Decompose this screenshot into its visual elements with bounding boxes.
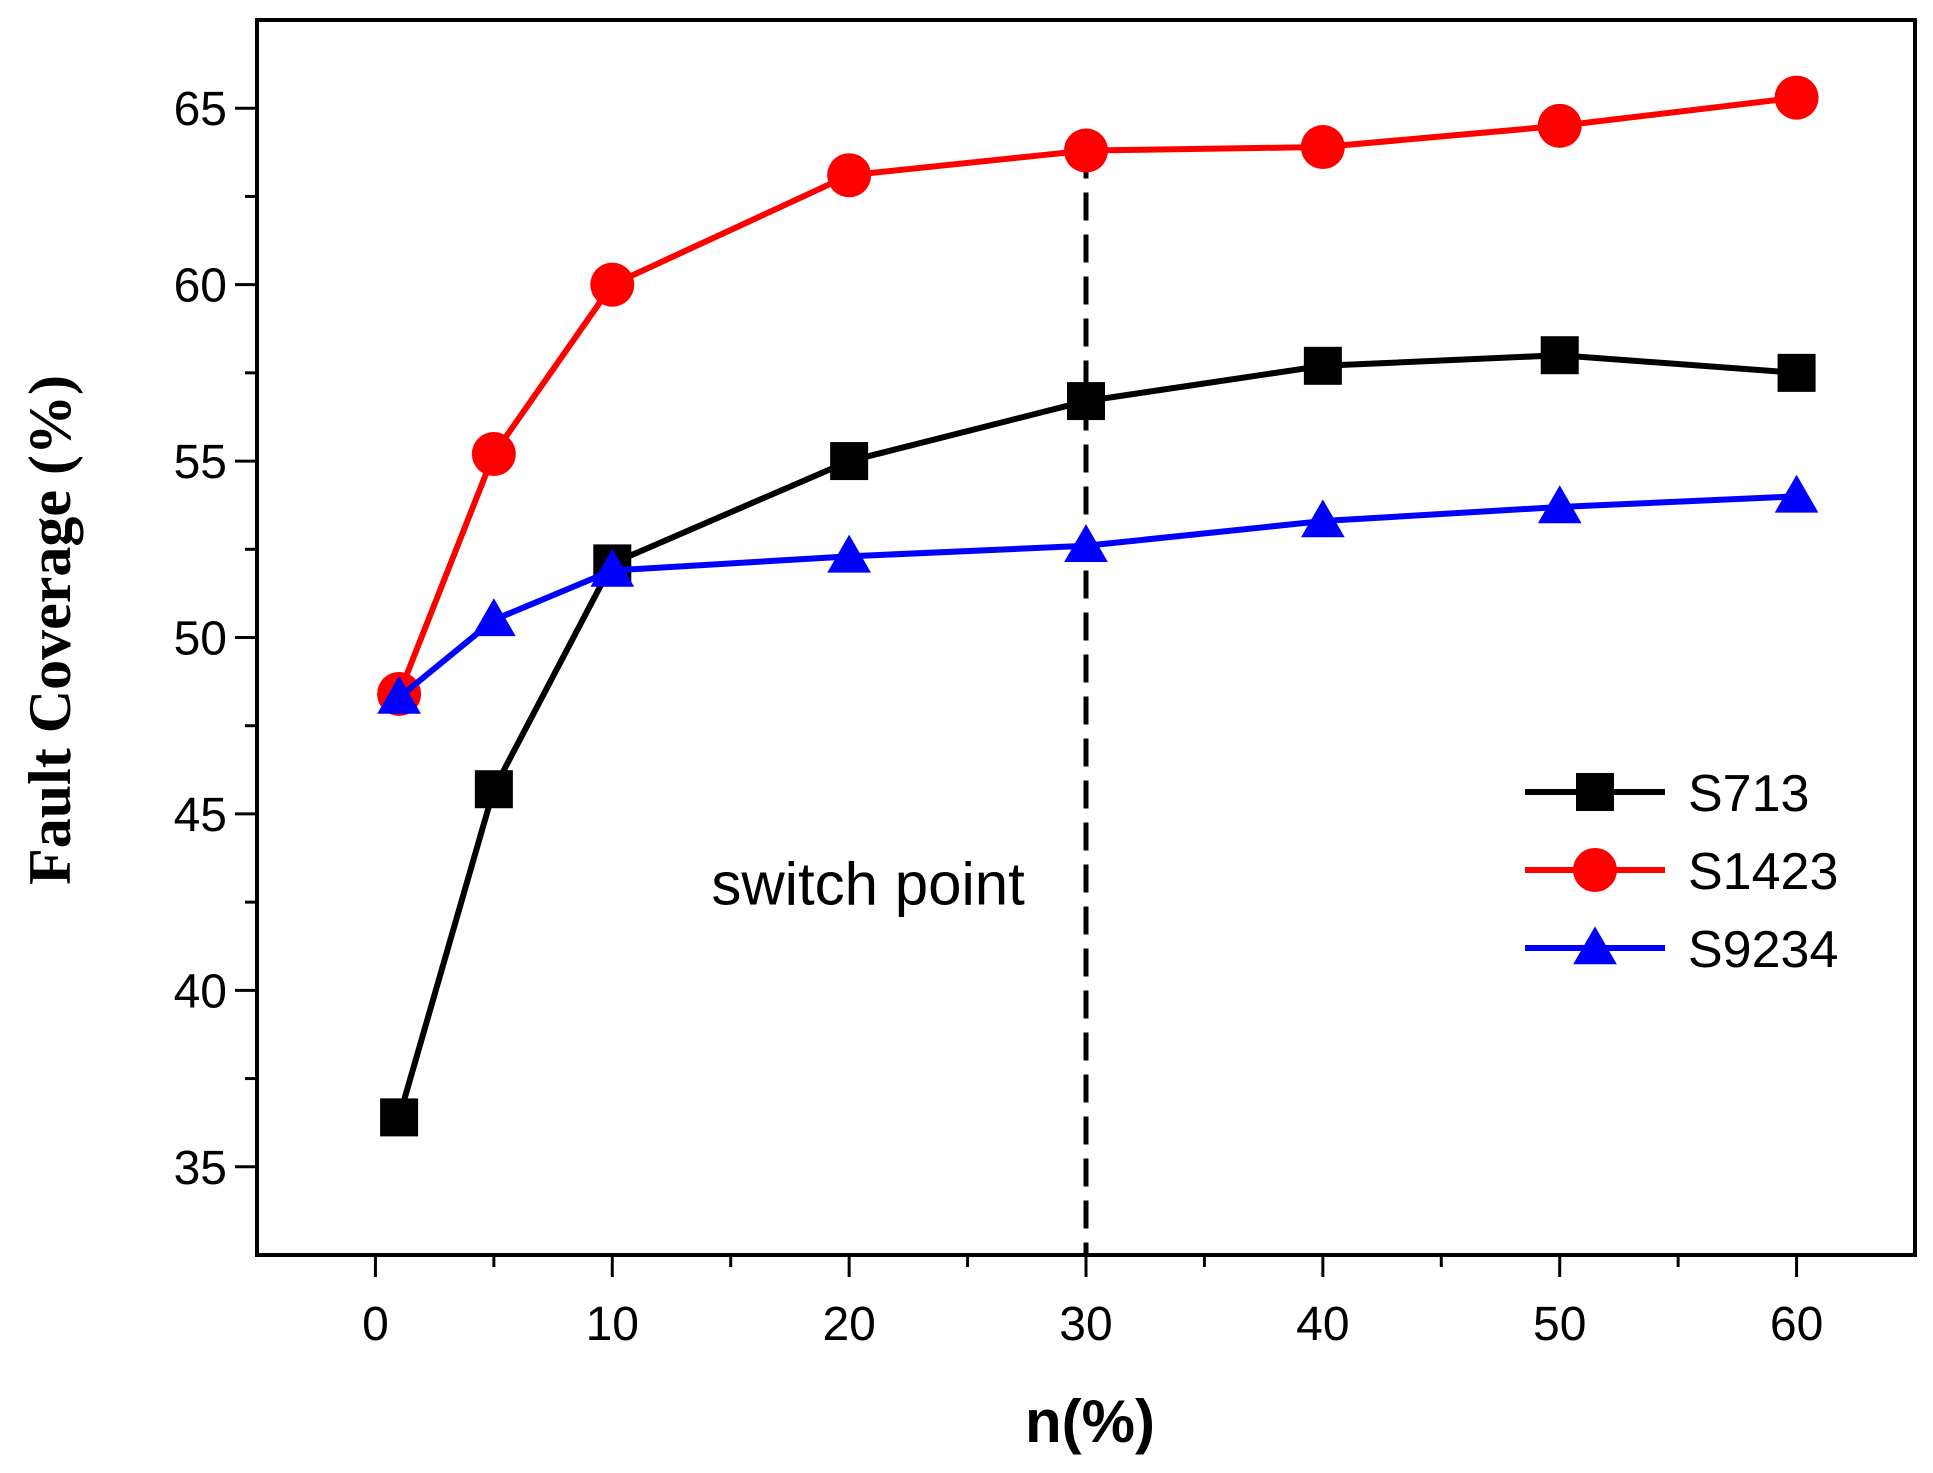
data-point-triangle <box>590 548 635 587</box>
legend-label: S1423 <box>1688 843 1838 901</box>
x-axis-label: n(%) <box>1025 1388 1155 1455</box>
series-line <box>396 352 1797 1119</box>
series-s9234 <box>377 474 1819 714</box>
switch-point-annotation: switch point <box>711 851 1025 918</box>
data-point-square <box>1303 346 1342 385</box>
x-tick-label: 0 <box>362 1298 389 1351</box>
y-tick-label: 50 <box>174 613 227 666</box>
data-point-square <box>1576 773 1614 811</box>
legend-item-s1423: S1423 <box>1525 843 1838 901</box>
data-point-triangle <box>377 675 421 714</box>
data-point-circle <box>1064 128 1108 173</box>
data-point-square <box>1067 382 1105 421</box>
data-point-square <box>1540 336 1579 375</box>
x-tick-label: 20 <box>822 1298 875 1351</box>
data-point-circle <box>1300 125 1345 170</box>
y-tick-label: 55 <box>174 436 227 489</box>
data-point-circle <box>471 432 516 477</box>
series-s1423 <box>377 75 1819 716</box>
data-point-circle <box>1573 848 1617 892</box>
x-tick-label: 10 <box>586 1298 639 1351</box>
x-tick-label: 60 <box>1770 1298 1823 1351</box>
legend-item-s713: S713 <box>1525 765 1809 823</box>
data-point-triangle <box>1537 485 1582 524</box>
legend-label: S713 <box>1688 765 1809 823</box>
data-point-square <box>830 442 869 481</box>
legend-item-s9234: S9234 <box>1525 921 1838 979</box>
y-axis-label: Fault Coverage (%) <box>17 375 83 885</box>
y-tick-label: 40 <box>174 965 227 1018</box>
y-tick-label: 45 <box>174 789 227 842</box>
data-point-circle <box>1537 103 1582 148</box>
y-tick-label: 65 <box>174 83 227 136</box>
series-line <box>397 493 1797 700</box>
data-point-triangle <box>827 534 871 573</box>
data-point-circle <box>1774 75 1819 120</box>
data-point-square <box>380 1098 419 1137</box>
data-point-triangle <box>1774 474 1819 513</box>
data-point-square <box>474 770 513 809</box>
x-tick-label: 50 <box>1533 1298 1586 1351</box>
data-point-triangle <box>1064 524 1108 563</box>
x-tick-label: 30 <box>1059 1298 1112 1351</box>
x-tick-label: 40 <box>1296 1298 1349 1351</box>
data-point-circle <box>590 262 635 307</box>
data-point-square <box>1777 353 1816 392</box>
y-tick-label: 35 <box>174 1142 227 1195</box>
data-point-triangle <box>1573 926 1617 965</box>
legend-label: S9234 <box>1688 921 1838 979</box>
data-point-triangle <box>472 598 516 637</box>
data-point-triangle <box>1301 499 1345 538</box>
series-line <box>396 94 1797 696</box>
series-s713 <box>380 336 1816 1137</box>
data-point-circle <box>827 153 872 198</box>
y-tick-label: 60 <box>174 260 227 313</box>
